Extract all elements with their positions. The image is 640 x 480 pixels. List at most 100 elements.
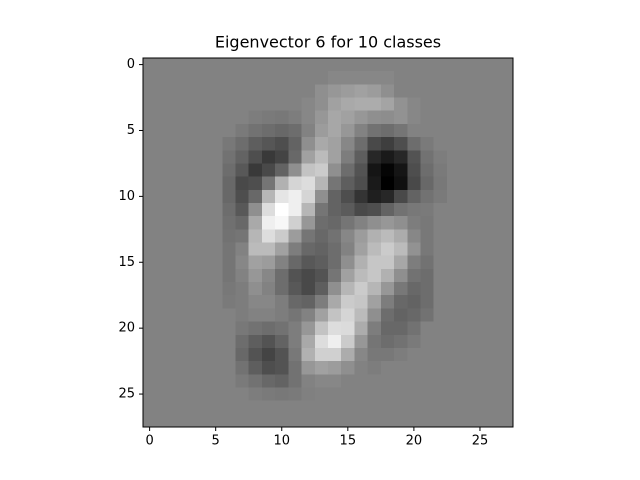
cell [367, 216, 382, 230]
cell [446, 347, 461, 362]
cell [169, 321, 184, 336]
cell [222, 137, 237, 151]
cell [314, 413, 329, 428]
cell [143, 387, 157, 402]
cell [354, 255, 369, 270]
cell [486, 216, 501, 230]
cell [367, 58, 382, 72]
cell [182, 255, 197, 270]
cell [275, 361, 289, 375]
cell [314, 321, 329, 336]
cell [209, 110, 223, 125]
cell [156, 123, 171, 138]
cell [486, 176, 501, 191]
cell [169, 308, 184, 323]
cell [209, 387, 223, 402]
cell [486, 189, 501, 204]
cell [182, 334, 197, 349]
cell [446, 216, 461, 230]
cell [420, 71, 435, 85]
cell [195, 229, 210, 244]
cell [143, 176, 157, 191]
cell [248, 229, 263, 244]
cell [367, 413, 382, 428]
cell [143, 361, 157, 375]
cell [195, 176, 210, 191]
cell [222, 374, 237, 389]
cell [275, 202, 289, 217]
cell [156, 374, 171, 389]
cell [222, 321, 237, 336]
cell [288, 163, 303, 178]
cell [328, 400, 342, 415]
cell [288, 282, 303, 296]
cell [235, 97, 250, 112]
cell [301, 321, 316, 336]
y-tick-label: 15 [118, 255, 135, 270]
cell [288, 176, 303, 191]
cell [248, 400, 263, 415]
cell [248, 216, 263, 230]
cell [143, 321, 157, 336]
cell [143, 413, 157, 428]
cell [473, 413, 488, 428]
cell [209, 58, 223, 72]
cell [248, 97, 263, 112]
cell [460, 71, 474, 85]
cell [460, 176, 474, 191]
cell [380, 413, 395, 428]
cell [354, 58, 369, 72]
cell [169, 374, 184, 389]
cell [195, 295, 210, 309]
cell [460, 400, 474, 415]
cell [446, 58, 461, 72]
cell [420, 308, 435, 323]
cell [275, 268, 289, 283]
cell [248, 123, 263, 138]
cell [420, 202, 435, 217]
cell [156, 308, 171, 323]
cell [248, 361, 263, 375]
cell [433, 202, 448, 217]
cell [156, 242, 171, 257]
cell [156, 268, 171, 283]
cell [275, 347, 289, 362]
cell [275, 242, 289, 257]
cell [235, 202, 250, 217]
cell [314, 150, 329, 165]
cell [380, 84, 395, 99]
cell [156, 295, 171, 309]
cell [169, 282, 184, 296]
cell [460, 137, 474, 151]
cell [182, 202, 197, 217]
cell [275, 387, 289, 402]
cell [380, 268, 395, 283]
x-tick-label: 10 [273, 434, 290, 449]
cell [182, 189, 197, 204]
cell [380, 242, 395, 257]
cell [143, 216, 157, 230]
cell [169, 242, 184, 257]
cell [182, 387, 197, 402]
cell [182, 216, 197, 230]
cell [486, 71, 501, 85]
cell [275, 110, 289, 125]
cell [499, 242, 514, 257]
cell [301, 229, 316, 244]
heatmap [143, 58, 514, 428]
cell [209, 229, 223, 244]
cell [209, 255, 223, 270]
cell [248, 189, 263, 204]
cell [407, 189, 422, 204]
cell [248, 58, 263, 72]
cell [394, 150, 408, 165]
cell [499, 229, 514, 244]
cell [341, 150, 356, 165]
cell [288, 255, 303, 270]
x-tick-label: 5 [212, 434, 220, 449]
cell [407, 413, 422, 428]
cell [407, 268, 422, 283]
cell [367, 387, 382, 402]
cell [367, 202, 382, 217]
cell [288, 268, 303, 283]
